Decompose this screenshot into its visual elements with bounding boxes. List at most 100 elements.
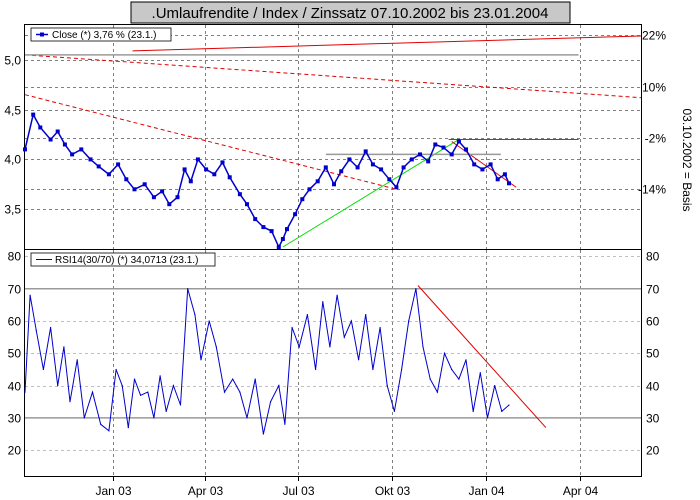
price-point — [188, 179, 193, 184]
price-point — [285, 227, 289, 232]
price-point — [355, 165, 360, 170]
price-point — [502, 172, 507, 177]
price-point — [280, 237, 285, 241]
rsi-point — [29, 294, 31, 296]
rsi-point — [350, 320, 352, 322]
price-point — [293, 212, 298, 217]
price-point — [323, 165, 328, 170]
x-tick-label: Apr 03 — [188, 484, 224, 498]
price-point — [507, 181, 511, 186]
rsi-y-tick-label: 80 — [8, 250, 22, 264]
price-point — [62, 142, 67, 147]
y2-axis-label: 03.10.2002 = Basis — [680, 108, 694, 211]
price-panel — [24, 24, 642, 250]
rsi-point — [372, 368, 374, 371]
price-point — [387, 177, 392, 182]
rsi-point — [108, 430, 110, 432]
price-point — [132, 187, 137, 192]
price-point — [315, 179, 320, 184]
price-point — [363, 149, 368, 154]
rsi-point — [232, 378, 234, 380]
rsi-point — [278, 385, 280, 387]
price-point — [433, 142, 438, 147]
price-point — [495, 177, 500, 182]
rsi-y-tick-label: 60 — [8, 315, 22, 329]
rsi-point — [379, 326, 381, 329]
rsi-point — [479, 372, 481, 374]
price-point — [300, 197, 305, 202]
series — [23, 112, 511, 435]
rsi-point — [140, 394, 142, 396]
rsi-point — [165, 410, 167, 412]
y-tick-label: 4,0 — [4, 153, 21, 167]
price-legend-marker — [40, 32, 44, 37]
rsi-legend-label: RSI14(30/70) (*) 34,0713 (23.1.) — [55, 255, 198, 266]
rsi-point — [291, 326, 293, 329]
rsi-point — [147, 391, 149, 393]
price-point — [70, 152, 75, 157]
rsi-point — [35, 330, 37, 332]
price-point — [370, 162, 375, 167]
rsi-point — [246, 417, 248, 419]
rsi-y2-tick-label: 50 — [646, 347, 660, 361]
rsi-point — [194, 314, 196, 316]
rsi-point — [172, 385, 174, 387]
y2-tick-label: 22% — [642, 29, 666, 43]
rsi-point — [451, 368, 453, 371]
y2-tick-label: 10% — [642, 81, 666, 95]
price-point — [307, 187, 312, 192]
rsi-point — [486, 417, 489, 419]
rsi-point — [501, 410, 503, 412]
price-point — [182, 167, 187, 172]
rsi-point — [121, 385, 123, 387]
price-point — [79, 147, 84, 152]
price-point — [276, 245, 281, 249]
price-point — [441, 145, 446, 150]
price-point — [23, 147, 27, 152]
price-point — [409, 157, 414, 162]
rsi-point — [322, 301, 324, 303]
price-point — [55, 129, 60, 134]
price-point — [253, 217, 258, 222]
price-point — [237, 192, 242, 197]
price-trend-solid — [451, 141, 517, 188]
rsi-point — [133, 378, 136, 380]
price-point — [418, 152, 422, 157]
price-trend-solid — [132, 35, 642, 52]
rsi-y2-tick-label: 80 — [646, 250, 660, 264]
price-legend-label: Close (*) 3,76 % (23.1.) — [52, 30, 157, 41]
rsi-point — [415, 288, 417, 290]
price-point — [212, 172, 217, 177]
rsi-point — [458, 378, 460, 380]
price-point — [488, 162, 493, 167]
rsi-point — [69, 401, 71, 403]
rsi-point — [254, 378, 256, 380]
price-legend-box — [30, 27, 172, 42]
rsi-point — [50, 326, 52, 329]
rsi-point — [472, 410, 474, 412]
rsi-point — [223, 391, 226, 393]
rsi-point — [208, 320, 210, 322]
axes: Jan 03 Apr 03 Jul 03 Okt 03 Jan 04 Apr 04 3,5 4… — [4, 29, 666, 499]
rsi-point — [270, 401, 272, 403]
rsi-point — [315, 368, 317, 371]
price-point — [175, 195, 180, 200]
rsi-y2-tick-label: 20 — [646, 444, 660, 458]
rsi-point — [63, 346, 65, 348]
rsi-point — [127, 427, 129, 429]
rsi-point — [153, 417, 155, 419]
rsi-point — [365, 314, 367, 316]
price-point — [456, 139, 461, 144]
price-point — [88, 157, 93, 162]
x-tick-label: Apr 04 — [563, 484, 599, 498]
price-point — [38, 125, 43, 130]
rsi-y-tick-label: 30 — [8, 412, 22, 426]
rsi-trend-solid — [417, 285, 547, 428]
rsi-y2-tick-label: 60 — [646, 315, 660, 329]
rsi-point — [329, 346, 331, 348]
rsi-point — [306, 314, 308, 316]
chart-title: .Umlaufrendite / Index / Zinssatz 07.10.… — [152, 5, 549, 22]
rsi-point — [57, 385, 59, 387]
rsi-point — [401, 368, 403, 371]
